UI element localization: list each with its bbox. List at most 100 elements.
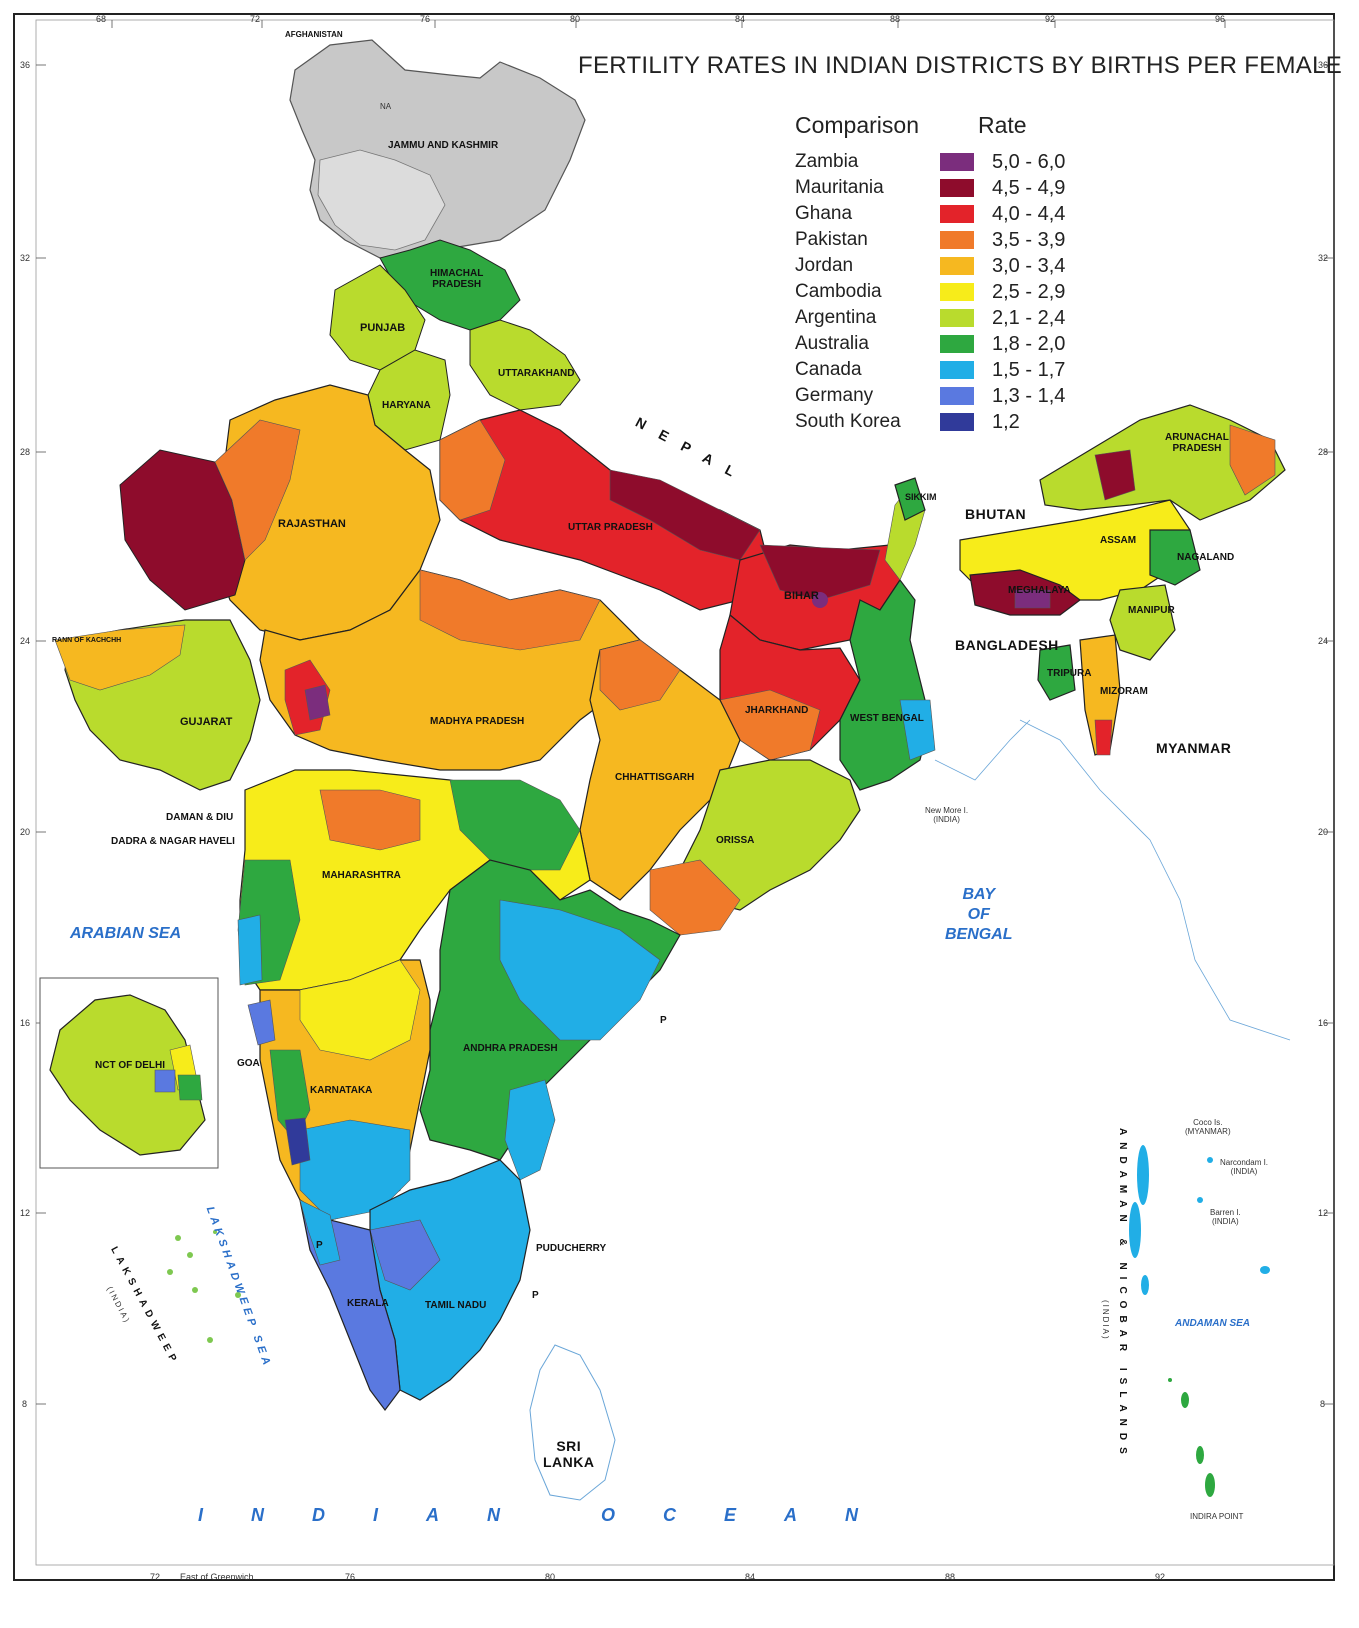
region-bihar-north: [759, 544, 881, 601]
lat-label-right-28: 28: [1318, 447, 1329, 457]
legend-swatch: [940, 283, 974, 301]
label-karnataka: KARNATAKA: [310, 1085, 373, 1096]
legend-row: Pakistan 3,5 - 3,9: [795, 227, 1095, 253]
label-daman-diu: DAMAN & DIU: [166, 812, 234, 823]
region-rajasthan-mid: [214, 419, 301, 561]
lat-label-24: 24: [20, 636, 31, 646]
region-mp-north: [419, 569, 601, 651]
label-bay-of-bengal: BAY OF BENGAL: [945, 886, 1013, 943]
label-up: UTTAR PRADESH: [568, 522, 653, 533]
label-na: NA: [380, 102, 392, 111]
region-delhi-blue: [154, 1069, 176, 1093]
lat-label-right-32: 32: [1318, 253, 1329, 263]
east-of-greenwich: East of Greenwich: [180, 1572, 254, 1582]
label-p-yanam: P: [660, 1015, 667, 1026]
lon-label-84: 84: [735, 14, 746, 24]
legend-comparison-country: Canada: [795, 359, 862, 380]
label-jharkhand: JHARKHAND: [745, 705, 809, 716]
legend-swatch: [940, 257, 974, 275]
label-p-karaikal: P: [532, 1290, 539, 1301]
sri-lanka-outline: [529, 1344, 616, 1501]
label-manipur: MANIPUR: [1128, 605, 1175, 616]
region-orissa-south: [649, 859, 741, 936]
region-karnataka-south: [299, 1119, 411, 1221]
lon-label-68: 68: [96, 14, 107, 24]
label-dadra: DADRA & NAGAR HAVELI: [111, 836, 235, 847]
lat-label-16: 16: [20, 1018, 31, 1028]
lon-label-76: 76: [420, 14, 431, 24]
region-mizoram-red: [1094, 719, 1113, 756]
legend-comparison-country: Pakistan: [795, 229, 868, 250]
region-delhi: [49, 994, 206, 1156]
lon-label-96: 96: [1215, 14, 1226, 24]
label-assam: ASSAM: [1100, 535, 1137, 546]
legend-rate-range: 1,5 - 1,7: [992, 358, 1066, 381]
legend-row: Jordan 3,0 - 3,4: [795, 253, 1095, 279]
legend-swatch: [940, 413, 974, 431]
region-cg-north: [599, 639, 681, 711]
lon-label-bottom-88: 88: [945, 1572, 956, 1582]
myanmar-coast: [1019, 719, 1291, 1041]
legend-rate-range: 5,0 - 6,0: [992, 150, 1066, 173]
label-coco: Coco Is. (MYANMAR): [1185, 1118, 1231, 1136]
legend-swatch: [940, 153, 974, 171]
lon-label-88: 88: [890, 14, 901, 24]
legend-rate-range: 1,2: [992, 410, 1020, 433]
legend-rows: Zambia 5,0 - 6,0 Mauritania 4,5 - 4,9 Ghana 4…: [795, 149, 1095, 435]
label-kerala: KERALA: [347, 1298, 389, 1309]
label-arabian-sea: ARABIAN SEA: [70, 925, 182, 942]
lon-label-bottom-92: 92: [1155, 1572, 1166, 1582]
legend-row: Zambia 5,0 - 6,0: [795, 149, 1095, 175]
label-andaman-india: (INDIA): [1101, 1300, 1110, 1341]
legend-comparison-header: Comparison: [795, 112, 919, 138]
region-udupi: [284, 1117, 311, 1166]
region-mh-east: [449, 779, 581, 871]
region-arunachal: [1039, 404, 1286, 521]
region-tn-west: [369, 1219, 441, 1291]
legend-comparison-country: Cambodia: [795, 281, 882, 302]
legend-row: Germany 1,3 - 1,4: [795, 383, 1095, 409]
label-indira-point: INDIRA POINT: [1190, 1512, 1244, 1521]
region-karnataka-north: [299, 959, 421, 1061]
label-meghalaya: MEGHALAYA: [1008, 585, 1071, 596]
legend-rate-range: 4,5 - 4,9: [992, 176, 1066, 199]
label-andaman-nicobar: ANDAMAN & NICOBAR ISLANDS: [1117, 1128, 1128, 1461]
lat-label-8: 8: [22, 1399, 28, 1409]
label-bhutan: BHUTAN: [965, 506, 1027, 522]
legend-swatch: [940, 361, 974, 379]
legend-row: Ghana 4,0 - 4,4: [795, 201, 1095, 227]
region-mh-orange: [319, 789, 421, 851]
lat-label-right-8: 8: [1320, 1399, 1326, 1409]
lon-label-bottom-80: 80: [545, 1572, 556, 1582]
region-rajasthan-west: [119, 449, 246, 611]
legend-rate-range: 1,8 - 2,0: [992, 332, 1066, 355]
legend-swatch: [940, 387, 974, 405]
lat-label-36: 36: [20, 60, 31, 70]
legend-row: Argentina 2,1 - 2,4: [795, 305, 1095, 331]
lat-label-28: 28: [20, 447, 31, 457]
label-gujarat: GUJARAT: [180, 716, 233, 728]
andaman-islands: [1129, 1145, 1270, 1295]
legend-comparison-country: Jordan: [795, 255, 854, 276]
region-jk-admin: [317, 149, 446, 251]
label-indian-ocean: INDIAN OCEAN: [198, 1505, 907, 1525]
region-goa: [247, 999, 276, 1046]
lat-label-12: 12: [20, 1208, 31, 1218]
legend-comparison-country: Mauritania: [795, 177, 884, 198]
region-andhra-coast: [499, 899, 661, 1041]
legend-rate-range: 1,3 - 1,4: [992, 384, 1066, 407]
bangladesh-coast: [934, 719, 1031, 781]
region-andhra-south: [504, 1079, 556, 1181]
legend-row: Mauritania 4,5 - 4,9: [795, 175, 1095, 201]
region-tripura: [1037, 644, 1076, 701]
lon-label-92: 92: [1045, 14, 1056, 24]
label-p-mahe: P: [316, 1240, 323, 1251]
lon-label-bottom-84: 84: [745, 1572, 756, 1582]
region-delhi-green: [177, 1074, 203, 1101]
lon-label-80: 80: [570, 14, 581, 24]
label-jammu-kashmir: JAMMU AND KASHMIR: [388, 140, 499, 151]
lon-label-bottom-76: 76: [345, 1572, 356, 1582]
label-andhra: ANDHRA PRADESH: [463, 1043, 558, 1054]
map-title: FERTILITY RATES IN INDIAN DISTRICTS BY B…: [578, 52, 1343, 79]
